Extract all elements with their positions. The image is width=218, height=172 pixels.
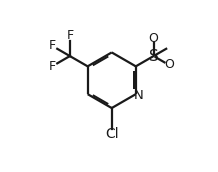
Text: O: O	[149, 32, 158, 45]
Text: S: S	[149, 49, 158, 64]
Text: F: F	[49, 60, 56, 73]
Text: N: N	[134, 89, 144, 102]
Text: F: F	[66, 29, 73, 42]
Text: Cl: Cl	[105, 127, 119, 141]
Text: F: F	[49, 39, 56, 52]
Text: O: O	[164, 58, 174, 71]
